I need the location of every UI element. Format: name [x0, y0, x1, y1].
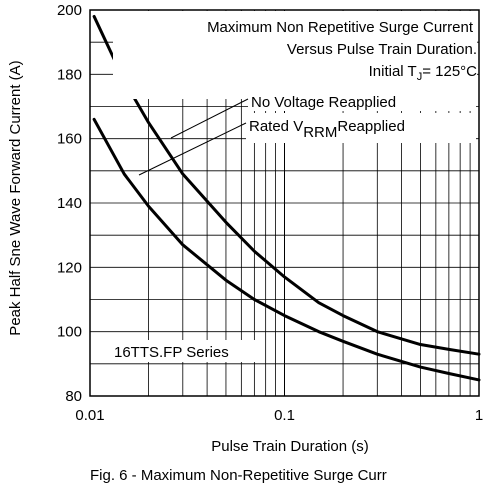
curve-label-2-sub: RRM	[303, 124, 337, 141]
x-axis-label: Pulse Train Duration (s)	[211, 438, 369, 455]
leader-line-rated-vrrm	[138, 122, 247, 176]
x-tick-label: 0.01	[75, 407, 104, 424]
annotation-background	[113, 11, 477, 99]
title-line-3-prefix: Initial T	[369, 63, 417, 80]
y-axis-label: Peak Half Sne Wave Forward Current (A)	[7, 60, 24, 335]
series-line-2	[92, 117, 481, 382]
curve-label-2-suffix: Reapplied	[337, 118, 405, 135]
title-line-1: Maximum Non Repetitive Surge Current	[207, 19, 474, 36]
curve-label-no-voltage: No Voltage Reapplied	[251, 94, 396, 111]
y-tick-label: 120	[57, 259, 82, 276]
title-line-3: Initial TJ= 125°C	[369, 63, 478, 83]
plot-frame	[89, 9, 480, 397]
y-tick-label: 160	[57, 131, 82, 148]
series-line-1	[92, 14, 481, 356]
y-tick-label: 200	[57, 2, 82, 19]
x-tick-label: 0.1	[274, 407, 295, 424]
curves	[92, 14, 481, 382]
x-tick-label: 1	[475, 407, 483, 424]
y-tick-label: 140	[57, 195, 82, 212]
curve-label-2-background	[246, 113, 476, 143]
series-label-background	[109, 340, 261, 362]
curve-label-rated-vrrm: Rated VRRMReapplied	[249, 118, 405, 141]
series-label: 16TTS.FP Series	[114, 344, 229, 361]
title-line-3-suffix: = 125°C	[422, 63, 477, 80]
tick-labels: 80 100 120 140 160 180 200 0.01 0.1 1	[57, 2, 483, 424]
title-line-2: Versus Pulse Train Duration.	[287, 41, 477, 58]
y-tick-label: 80	[65, 388, 82, 405]
curve-label-2-prefix: Rated V	[249, 118, 303, 135]
figure-caption: Fig. 6 - Maximum Non-Repetitive Surge Cu…	[90, 467, 387, 484]
title-line-3-sub: J	[417, 71, 423, 83]
y-tick-label: 180	[57, 66, 82, 83]
curve-label-1-background	[248, 89, 476, 111]
y-tick-label: 100	[57, 324, 82, 341]
leader-line-no-voltage	[170, 98, 249, 139]
